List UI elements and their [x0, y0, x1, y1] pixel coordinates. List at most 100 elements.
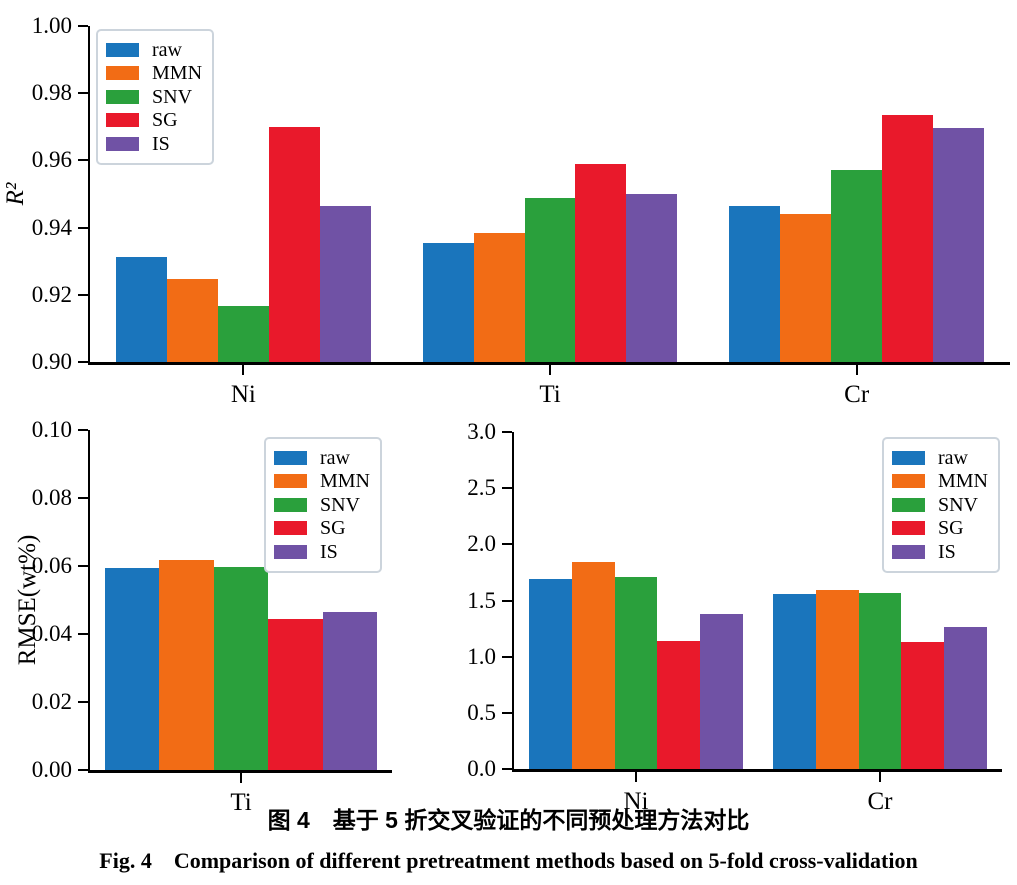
x-tick-mark	[879, 772, 881, 782]
legend-swatch-IS	[273, 544, 307, 559]
legend-entry-MMN: MMN	[273, 470, 370, 494]
caption-chinese: 图 4 基于 5 折交叉验证的不同预处理方法对比	[267, 807, 750, 833]
legend-swatch-SNV	[273, 497, 307, 512]
y-tick-mark	[78, 701, 88, 703]
y-tick-mark	[78, 293, 88, 296]
legend-entry-MMN: MMN	[106, 62, 202, 86]
legend-label-SNV: SNV	[319, 493, 360, 516]
y-tick-mark	[78, 25, 88, 27]
legend-label-IS: IS	[319, 540, 338, 563]
legend-swatch-raw	[891, 450, 925, 465]
y-tick-label: 0.5	[467, 699, 496, 725]
rmse-ti-bar-chart: RMSE(wt%) raw MMN SNV SG IS 0.00 0.02 0.04 0.06…	[14, 418, 392, 816]
x-tick-label-Ni: Ni	[230, 381, 256, 408]
legend-swatch-SG	[891, 521, 925, 536]
bar-raw-Ni	[528, 579, 572, 769]
legend: raw MMN SNV SG IS	[96, 29, 215, 165]
y-tick-mark	[502, 487, 512, 490]
legend: raw MMN SNV SG IS	[881, 437, 1000, 573]
y-tick-label: 0.98	[31, 80, 72, 106]
y-tick-label: 2.5	[467, 475, 496, 501]
legend-swatch-IS	[106, 136, 139, 151]
bar-raw-Ni	[116, 256, 167, 362]
y-tick-mark	[502, 543, 512, 546]
bar-IS-Ti	[322, 611, 377, 770]
bar-raw-Cr	[772, 593, 816, 769]
bar-SNV-Ti	[524, 198, 576, 362]
bar-SG-Cr	[882, 115, 934, 362]
bar-MMN-Ti	[473, 233, 525, 362]
legend-entry-SG: SG	[106, 109, 202, 133]
y-tick-mark	[78, 92, 88, 95]
y-tick-label: 0.02	[31, 689, 72, 714]
legend-entry-raw: raw	[106, 38, 202, 62]
legend-swatch-MMN	[106, 66, 139, 81]
x-tick-label-Cr: Cr	[844, 381, 870, 408]
y-tick-mark	[78, 565, 88, 567]
bar-raw-Ti	[422, 242, 474, 362]
legend-entry-SNV: SNV	[891, 493, 988, 517]
bar-SNV-Cr	[831, 169, 883, 362]
legend-label-SG: SG	[152, 109, 178, 132]
legend-swatch-MMN	[273, 474, 307, 489]
y-tick-mark	[502, 711, 512, 714]
bar-SG-Ti	[268, 619, 323, 770]
bar-SG-Ni	[268, 126, 320, 362]
bar-MMN-Ti	[159, 560, 214, 770]
y-tick-mark	[78, 769, 88, 771]
rmse-ni-cr-bar-chart: raw MMN SNV SG IS 0.0 0.5 1.0 1.5 2.0 2.5 3.0 Ni Cr	[467, 420, 1002, 815]
legend-label-raw: raw	[937, 446, 968, 469]
legend-entry-SG: SG	[891, 517, 988, 541]
y-tick-mark	[78, 159, 88, 162]
bar-raw-Cr	[729, 205, 781, 362]
legend-swatch-raw	[273, 450, 307, 465]
legend-entry-raw: raw	[891, 446, 988, 470]
bar-MMN-Ni	[571, 562, 615, 769]
legend-swatch-SG	[273, 521, 307, 536]
legend-entry-SNV: SNV	[106, 85, 202, 109]
x-tick-mark	[242, 365, 245, 375]
y-tick-label: 1.00	[31, 13, 72, 38]
y-tick-mark	[502, 768, 512, 770]
bar-MMN-Cr	[780, 214, 832, 362]
bar-raw-Ti	[105, 567, 160, 770]
y-tick-label: 0.10	[31, 417, 72, 442]
caption-english: Fig. 4 Comparison of different pretreatm…	[99, 848, 918, 873]
y-tick-label: 0.00	[31, 757, 72, 782]
bar-MMN-Ni	[166, 278, 218, 362]
bar-SG-Ni	[657, 640, 701, 769]
bar-MMN-Cr	[815, 590, 859, 769]
legend-label-MMN: MMN	[319, 470, 370, 493]
legend: raw MMN SNV SG IS	[263, 437, 382, 573]
y-tick-label: 0.92	[31, 281, 72, 307]
y-tick-label: 0.08	[31, 485, 72, 510]
legend-entry-SG: SG	[273, 517, 370, 541]
y-tick-mark	[78, 633, 88, 635]
legend-label-IS: IS	[937, 540, 956, 563]
x-tick-label-Ti: Ti	[230, 789, 252, 816]
y-tick-mark	[78, 226, 88, 229]
legend-swatch-raw	[106, 42, 139, 57]
x-tick-label-Cr: Cr	[867, 788, 893, 815]
legend-label-SNV: SNV	[152, 85, 193, 108]
bar-SNV-Ni	[217, 305, 269, 362]
y-tick-label: 0.06	[31, 553, 72, 578]
y-tick-label: 1.0	[467, 643, 496, 669]
y-tick-label: 0.0	[467, 756, 496, 781]
y-tick-label: 2.0	[467, 531, 496, 557]
bar-IS-Cr	[933, 128, 984, 362]
y-tick-label: 3.0	[467, 419, 496, 444]
legend-label-SNV: SNV	[937, 493, 978, 516]
bar-SNV-Ti	[213, 567, 269, 770]
y-tick-mark	[78, 361, 88, 363]
legend-swatch-SNV	[891, 497, 925, 512]
legend-label-MMN: MMN	[937, 470, 988, 493]
legend-label-raw: raw	[319, 446, 350, 469]
legend-label-IS: IS	[152, 132, 170, 155]
y-tick-mark	[502, 655, 512, 658]
y-tick-mark	[78, 497, 88, 499]
y-tick-label: 0.94	[31, 214, 72, 240]
y-tick-label: 0.90	[31, 349, 72, 374]
y-axis-label: R²	[2, 182, 29, 206]
